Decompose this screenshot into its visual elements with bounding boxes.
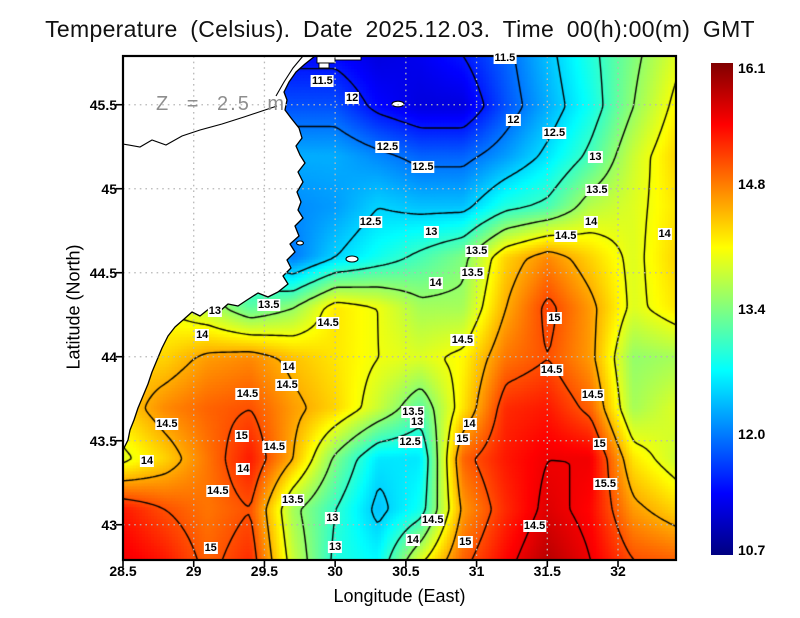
contour-label: 13.5 xyxy=(280,493,305,506)
x-tick-label: 31 xyxy=(468,563,485,579)
plot-title: Temperature (Celsius). Date 2025.12.03. … xyxy=(45,16,755,42)
contour-label: 14.5 xyxy=(316,317,340,330)
contour-label: 13 xyxy=(325,512,340,524)
y-tick-label: 44 xyxy=(101,348,117,365)
x-tick-label: 30 xyxy=(327,563,343,579)
contour-label: 15.5 xyxy=(593,478,617,491)
y-tick-label: 43.5 xyxy=(89,432,117,449)
x-tick-label: 32 xyxy=(610,563,626,579)
contour-label: 12 xyxy=(506,113,521,126)
contour-label: 13.5 xyxy=(464,244,489,257)
colorbar-tick-label: 10.7 xyxy=(738,542,766,558)
contour-label: 14.5 xyxy=(275,379,299,392)
estuary-line xyxy=(275,55,304,97)
y-tick-label: 44.5 xyxy=(89,264,117,281)
colorbar-tick-label: 12.0 xyxy=(738,425,766,442)
contour-label: 11.5 xyxy=(493,51,517,64)
contour-label: 14.5 xyxy=(155,417,179,430)
contour-label: 13.5 xyxy=(585,184,609,197)
contour-label: 14.5 xyxy=(580,389,605,402)
contour-label: 12.5 xyxy=(411,160,435,173)
x-axis-title: Longitude (East) xyxy=(333,586,466,606)
contour-label: 13 xyxy=(410,416,425,429)
colorbar xyxy=(711,63,733,555)
contour-label: 14 xyxy=(657,228,672,241)
island xyxy=(295,240,305,246)
contour-label: 14 xyxy=(236,463,251,476)
contour-label: 15 xyxy=(458,535,473,548)
contour-label: 12.5 xyxy=(375,140,400,153)
island xyxy=(345,255,359,263)
contour-label: 14.5 xyxy=(522,520,547,533)
y-tick-label: 45.5 xyxy=(89,96,117,113)
y-tick-label: 45 xyxy=(101,180,117,197)
land-mass xyxy=(122,55,316,451)
coast-step xyxy=(318,62,330,69)
plot-border xyxy=(121,54,678,562)
x-tick-label: 29.5 xyxy=(250,563,279,579)
contour-label: 14 xyxy=(428,276,443,289)
colorbar-tick-label: 14.8 xyxy=(738,176,766,193)
contour-label: 15 xyxy=(234,429,249,442)
x-tick-label: 28.5 xyxy=(109,563,137,579)
contour-label: 14.5 xyxy=(421,513,445,526)
river-line xyxy=(122,105,278,148)
colorbar-tick-label: 13.4 xyxy=(738,301,766,317)
island xyxy=(391,100,405,108)
contour-label: 12 xyxy=(344,92,360,104)
contour-label: 13 xyxy=(328,540,343,553)
contour-label: 15 xyxy=(203,542,218,555)
contour-label: 14.5 xyxy=(450,333,475,346)
y-tick-label: 43 xyxy=(101,516,117,533)
contour-label: 14 xyxy=(405,533,421,546)
colorbar-tick-label: 16.1 xyxy=(738,60,766,76)
contour-label: 12.5 xyxy=(398,436,422,449)
contour-label: 14.5 xyxy=(206,485,230,498)
contour-label: 14 xyxy=(195,328,210,341)
contour-label: 14.5 xyxy=(262,441,287,454)
contour-label: 14 xyxy=(139,454,155,467)
contour-label: 14.5 xyxy=(553,229,578,242)
x-tick-label: 30.5 xyxy=(392,563,420,579)
contour-label: 14 xyxy=(281,360,296,373)
depth-annotation: Z = 2.5 m xyxy=(156,93,287,115)
contour-label: 11.5 xyxy=(311,75,334,88)
contour-label: 14 xyxy=(584,216,599,229)
contour-label: 15 xyxy=(455,433,470,446)
contour-label: 15 xyxy=(592,438,607,451)
contour-label: 14.5 xyxy=(235,387,260,400)
contour-label: 13.5 xyxy=(256,298,281,311)
x-tick-label: 29 xyxy=(185,563,202,579)
contour-label: 12.5 xyxy=(542,127,567,140)
contour-label: 14 xyxy=(462,417,477,430)
contour-label: 13 xyxy=(424,226,439,239)
contour-label: 13 xyxy=(207,305,223,318)
contour-label: 13.5 xyxy=(401,406,425,419)
contour-label: 15 xyxy=(547,312,562,325)
contour-label: 14.5 xyxy=(539,364,564,377)
contour-label: 13.5 xyxy=(460,266,485,279)
x-tick-label: 31.5 xyxy=(533,563,561,579)
contour-label: 13 xyxy=(588,150,603,163)
contour-label: 12.5 xyxy=(358,216,383,229)
